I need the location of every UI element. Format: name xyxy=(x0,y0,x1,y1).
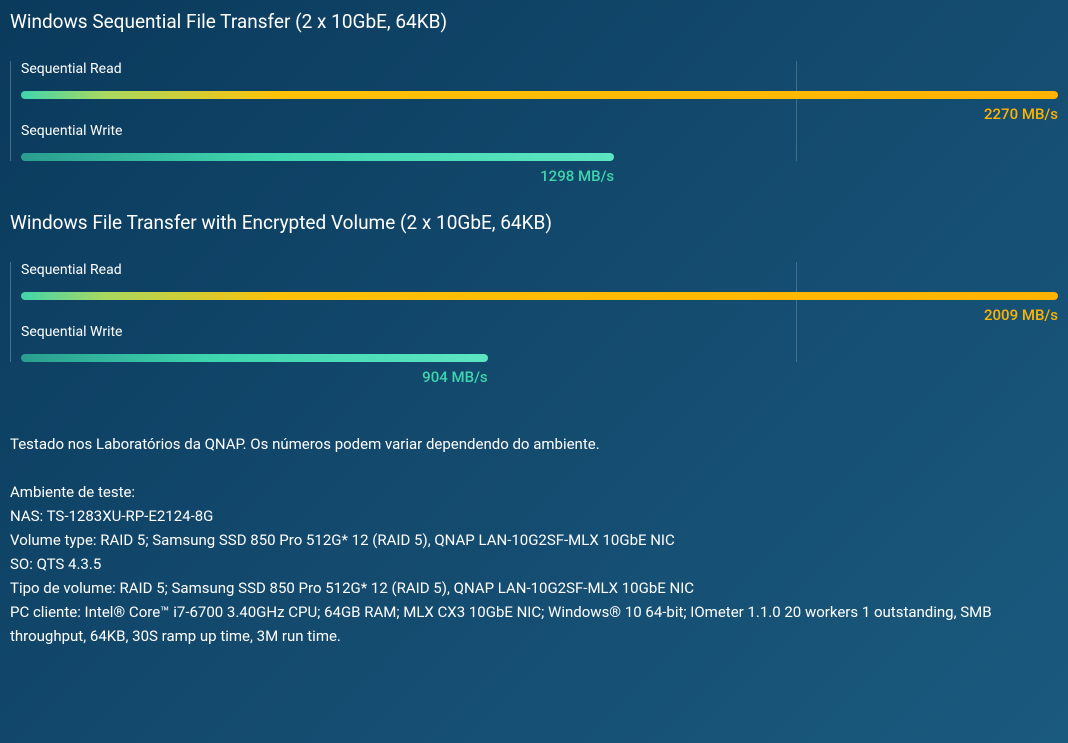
bar-track: 2009 MB/s xyxy=(21,292,1058,300)
bar-group: Sequential Write 1298 MB/s xyxy=(21,123,1058,161)
footer-line: Volume type: RAID 5; Samsung SSD 850 Pro… xyxy=(10,528,1058,552)
footer-text: Testado nos Laboratórios da QNAP. Os núm… xyxy=(10,432,1058,648)
footer-line: NAS: TS-1283XU-RP-E2124-8G xyxy=(10,504,1058,528)
bar-track: 2270 MB/s xyxy=(21,91,1058,99)
bar-label: Sequential Read xyxy=(21,61,1058,77)
bar-label: Sequential Write xyxy=(21,123,1058,139)
chart-section-0: Windows Sequential File Transfer (2 x 10… xyxy=(10,10,1058,161)
bar-value: 2270 MB/s xyxy=(984,105,1058,123)
footer-line: Tipo de volume: RAID 5; Samsung SSD 850 … xyxy=(10,576,1058,600)
bar-fill: 2270 MB/s xyxy=(21,91,1058,99)
chart-title: Windows File Transfer with Encrypted Vol… xyxy=(10,211,1058,234)
footer-line: Ambiente de teste: xyxy=(10,480,1058,504)
bar-group: Sequential Read 2270 MB/s xyxy=(21,61,1058,99)
bar-fill: 904 MB/s xyxy=(21,354,488,362)
chart-container: Sequential Read2009 MB/sSequential Write… xyxy=(10,262,1058,362)
bar-fill: 1298 MB/s xyxy=(21,153,614,161)
bar-track: 904 MB/s xyxy=(21,354,1058,362)
footer-line: Testado nos Laboratórios da QNAP. Os núm… xyxy=(10,432,1058,456)
spacer xyxy=(10,456,1058,480)
bar-label: Sequential Write xyxy=(21,324,1058,340)
chart-section-1: Windows File Transfer with Encrypted Vol… xyxy=(10,211,1058,362)
bar-value: 904 MB/s xyxy=(422,368,487,386)
bar-group: Sequential Write 904 MB/s xyxy=(21,324,1058,362)
footer-line: SO: QTS 4.3.5 xyxy=(10,552,1058,576)
bar-fill: 2009 MB/s xyxy=(21,292,1058,300)
bar-value: 1298 MB/s xyxy=(540,167,614,185)
chart-container: Sequential Read2270 MB/sSequential Write… xyxy=(10,61,1058,161)
bar-group: Sequential Read 2009 MB/s xyxy=(21,262,1058,300)
footer-line: PC cliente: Intel® Core™ i7-6700 3.40GHz… xyxy=(10,600,1058,648)
bar-value: 2009 MB/s xyxy=(984,306,1058,324)
bar-label: Sequential Read xyxy=(21,262,1058,278)
chart-title: Windows Sequential File Transfer (2 x 10… xyxy=(10,10,1058,33)
bar-track: 1298 MB/s xyxy=(21,153,1058,161)
